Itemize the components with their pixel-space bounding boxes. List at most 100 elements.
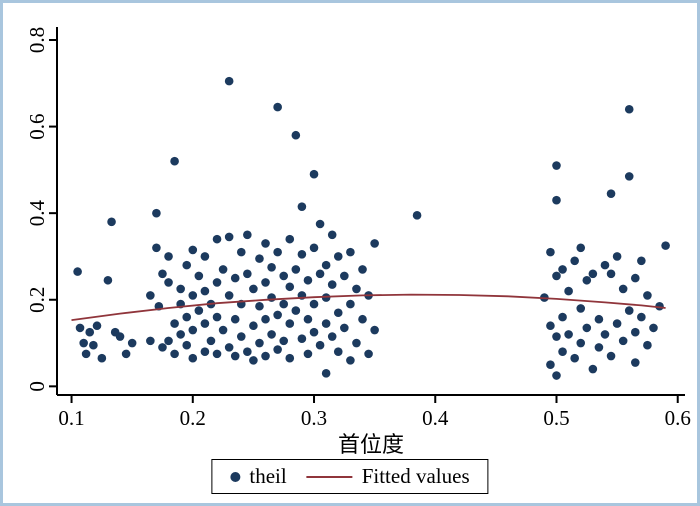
scatter-point (188, 353, 198, 363)
scatter-point (618, 336, 628, 346)
scatter-point (224, 76, 234, 86)
scatter-point (582, 275, 592, 285)
scatter-point (152, 208, 161, 218)
scatter-point (552, 271, 561, 281)
scatter-point (170, 349, 179, 359)
scatter-point (261, 278, 270, 287)
scatter-point (224, 343, 234, 352)
fitted-line (71, 293, 666, 321)
scatter-point (297, 334, 307, 344)
scatter-point (285, 353, 295, 363)
scatter-point (291, 265, 301, 274)
scatter-point (291, 306, 301, 315)
y-tick-label: 0 (25, 381, 49, 392)
scatter-point (352, 338, 361, 348)
scatter-point (315, 269, 325, 279)
scatter-point (309, 327, 319, 337)
scatter-point (200, 252, 210, 261)
scatter-point (594, 314, 604, 324)
scatter-point (146, 291, 155, 300)
scatter-point (79, 338, 88, 348)
scatter-point (152, 243, 161, 253)
scatter-point (370, 239, 379, 248)
scatter-point (327, 280, 337, 289)
scatter-point (107, 217, 116, 227)
scatter-point (103, 275, 113, 285)
x-tick-label: 0.5 (543, 406, 569, 430)
scatter-point (121, 349, 131, 359)
scatter-point (285, 234, 295, 244)
scatter-point (249, 284, 258, 294)
scatter-point (75, 323, 85, 333)
scatter-point (164, 336, 173, 346)
scatter-point (200, 347, 210, 357)
scatter-point (261, 239, 270, 248)
scatter-point (127, 338, 137, 348)
scatter-point (212, 312, 222, 322)
scatter-point (552, 195, 561, 205)
scatter-point (303, 314, 313, 324)
scatter-point (194, 306, 204, 315)
scatter-point (558, 312, 567, 322)
scatter-point (89, 340, 98, 350)
scatter-point (570, 353, 579, 363)
scatter-point (273, 310, 282, 320)
scatter-point (158, 343, 167, 352)
scatter-point (188, 325, 198, 335)
scatter-point (176, 284, 185, 294)
legend-label-theil: theil (249, 464, 287, 488)
scatter-point (346, 299, 355, 309)
scatter-point (624, 306, 634, 315)
y-tick-label: 0.6 (25, 113, 49, 139)
scatter-marker-icon (230, 471, 241, 482)
scatter-point (273, 102, 282, 112)
scatter-point (576, 338, 586, 348)
scatter-point (582, 323, 592, 333)
scatter-point (243, 269, 252, 279)
scatter-point (212, 234, 222, 244)
scatter-point (637, 256, 646, 266)
scatter-point (273, 345, 282, 354)
scatter-point (212, 349, 222, 359)
scatter-point (243, 347, 252, 357)
scatter-point (255, 301, 264, 311)
scatter-point (170, 156, 179, 166)
scatter-point (649, 323, 658, 333)
scatter-point (340, 323, 349, 333)
scatter-point (606, 269, 616, 279)
scatter-point (200, 319, 210, 328)
scatter-point (115, 332, 125, 341)
scatter-point (315, 219, 325, 229)
scatter-point (73, 267, 82, 276)
scatter-point (230, 351, 240, 361)
scatter-point (261, 314, 270, 324)
scatter-point (230, 273, 240, 283)
scatter-point (261, 351, 270, 361)
scatter-point (637, 312, 646, 322)
scatter-point (546, 247, 555, 257)
scatter-point (564, 330, 573, 339)
scatter-point (291, 130, 301, 140)
scatter-point (309, 243, 319, 253)
scatter-point (164, 252, 173, 261)
scatter-point (321, 319, 331, 328)
scatter-point (643, 340, 652, 350)
scatter-point (600, 330, 610, 339)
scatter-point (212, 278, 222, 287)
scatter-point (279, 271, 289, 281)
fitted-line-marker-icon (306, 475, 353, 478)
scatter-point (315, 340, 325, 350)
scatter-point (303, 275, 313, 285)
scatter-point (158, 269, 167, 279)
y-tick-label: 0.8 (25, 27, 49, 53)
scatter-point (255, 338, 264, 348)
x-tick-label: 0.3 (301, 406, 327, 430)
scatter-point (146, 336, 155, 346)
scatter-point (267, 262, 276, 272)
scatter-point (249, 321, 258, 331)
scatter-point (364, 349, 373, 359)
scatter-point (576, 243, 586, 253)
scatter-point (249, 356, 258, 365)
scatter-point (370, 325, 379, 335)
